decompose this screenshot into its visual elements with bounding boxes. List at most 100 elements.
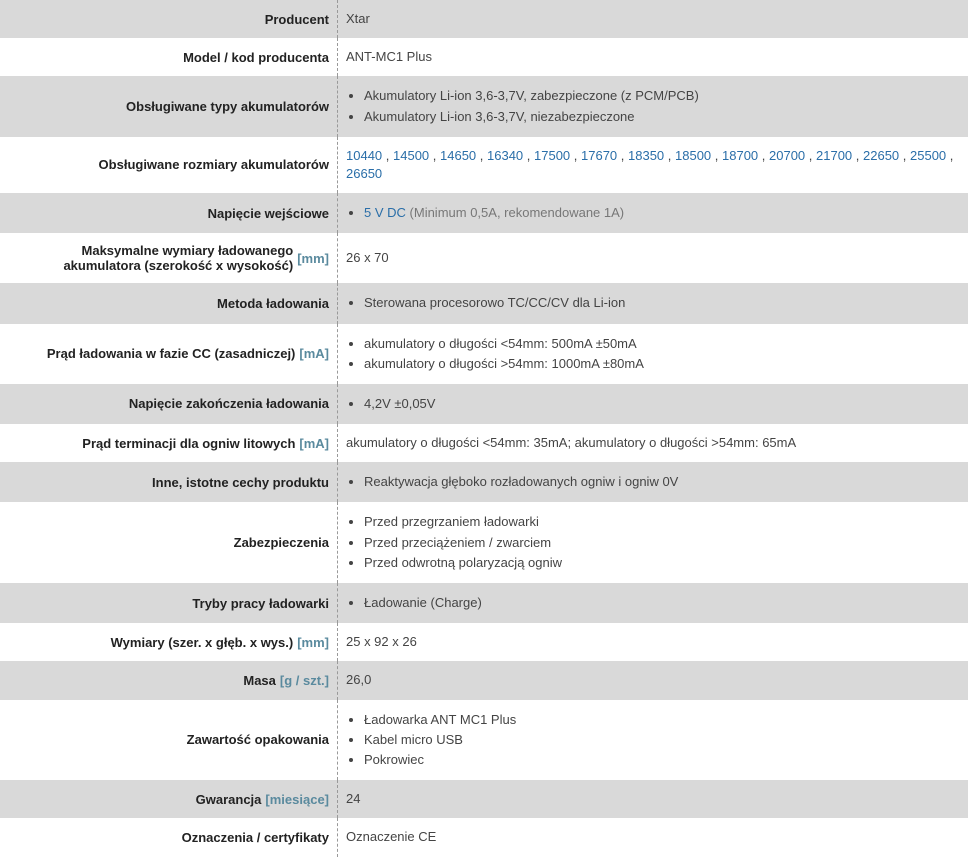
spec-label-unit: [miesiące] — [265, 792, 329, 807]
spec-label: Maksymalne wymiary ładowanego akumulator… — [0, 233, 338, 283]
spec-label-unit: [mA] — [299, 346, 329, 361]
spec-value: akumulatory o długości <54mm: 500mA ±50m… — [338, 324, 968, 384]
spec-row: Maksymalne wymiary ładowanego akumulator… — [0, 233, 968, 283]
spec-value-list-item: akumulatory o długości >54mm: 1000mA ±80… — [364, 354, 644, 374]
spec-row: Metoda ładowania Sterowana procesorowo TC… — [0, 283, 968, 323]
spec-row: Oznaczenia / certyfikatyOznaczenie CE — [0, 818, 968, 856]
spec-row: Obsługiwane rozmiary akumulatorów 10440 ,… — [0, 137, 968, 193]
spec-value-text: akumulatory o długości <54mm: 35mA; akum… — [346, 434, 796, 452]
spec-value-list-item: Akumulatory Li-ion 3,6-3,7V, niezabezpie… — [364, 107, 699, 127]
separator: , — [523, 148, 534, 163]
spec-value-text: 26 x 70 — [346, 249, 389, 267]
spec-label-unit: [mm] — [297, 251, 329, 266]
spec-value-list-item: Przed przegrzaniem ładowarki — [364, 512, 562, 532]
spec-label: Producent — [0, 0, 338, 38]
spec-label-text: Napięcie wejściowe — [208, 206, 329, 221]
spec-value: akumulatory o długości <54mm: 35mA; akum… — [338, 424, 968, 462]
spec-value: 25 x 92 x 26 — [338, 623, 968, 661]
spec-value: Ładowarka ANT MC1 PlusKabel micro USBPok… — [338, 700, 968, 781]
spec-label: Zawartość opakowania — [0, 700, 338, 781]
spec-value: Xtar — [338, 0, 968, 38]
spec-row: Prąd terminacji dla ogniw litowych[mA] ak… — [0, 424, 968, 462]
spec-label-text: Inne, istotne cechy produktu — [152, 475, 329, 490]
battery-size-link[interactable]: 21700 — [816, 148, 852, 163]
separator: , — [617, 148, 628, 163]
spec-label-text: Obsługiwane rozmiary akumulatorów — [99, 157, 329, 172]
spec-value: Sterowana procesorowo TC/CC/CV dla Li-io… — [338, 283, 968, 323]
spec-value-list: Przed przegrzaniem ładowarkiPrzed przeci… — [346, 512, 562, 573]
battery-size-link[interactable]: 25500 — [910, 148, 946, 163]
spec-value-list: Reaktywacja głęboko rozładowanych ogniw … — [346, 472, 678, 492]
spec-row: Masa[g / szt.]26,0 — [0, 661, 968, 699]
spec-table: Producent Xtar Model / kod producentaANT-M… — [0, 0, 968, 857]
spec-label-unit: [mm] — [297, 635, 329, 650]
battery-size-link[interactable]: 16340 — [487, 148, 523, 163]
battery-size-link[interactable]: 18700 — [722, 148, 758, 163]
spec-label: Zabezpieczenia — [0, 502, 338, 583]
spec-value-list-item: Reaktywacja głęboko rozładowanych ogniw … — [364, 472, 678, 492]
battery-size-link[interactable]: 10440 — [346, 148, 382, 163]
spec-value-text: Xtar — [346, 10, 370, 28]
spec-label: Napięcie zakończenia ładowania — [0, 384, 338, 424]
battery-size-link[interactable]: 18350 — [628, 148, 664, 163]
spec-label-text: Gwarancja — [196, 792, 262, 807]
spec-value-list-item: 5 V DC (Minimum 0,5A, rekomendowane 1A) — [364, 203, 624, 223]
spec-value-text: Oznaczenie CE — [346, 828, 436, 846]
spec-label-unit: [g / szt.] — [280, 673, 329, 688]
spec-value-list: Sterowana procesorowo TC/CC/CV dla Li-io… — [346, 293, 625, 313]
voltage-link[interactable]: 5 V DC — [364, 205, 406, 220]
spec-label-text: Zawartość opakowania — [187, 732, 329, 747]
spec-value-list-item: Kabel micro USB — [364, 730, 516, 750]
separator: , — [382, 148, 393, 163]
spec-label: Gwarancja[miesiące] — [0, 780, 338, 818]
spec-value-list-item: Przed odwrotną polaryzacją ogniw — [364, 553, 562, 573]
spec-value-text: 24 — [346, 790, 360, 808]
battery-size-link[interactable]: 18500 — [675, 148, 711, 163]
spec-label: Tryby pracy ładowarki — [0, 583, 338, 623]
spec-row: Prąd ładowania w fazie CC (zasadniczej)[… — [0, 324, 968, 384]
spec-row: Tryby pracy ładowarki Ładowanie (Charge) — [0, 583, 968, 623]
spec-label-text: Obsługiwane typy akumulatorów — [126, 99, 329, 114]
spec-label-text: Metoda ładowania — [217, 296, 329, 311]
spec-label: Wymiary (szer. x głęb. x wys.)[mm] — [0, 623, 338, 661]
spec-label: Prąd ładowania w fazie CC (zasadniczej)[… — [0, 324, 338, 384]
spec-value: 24 — [338, 780, 968, 818]
spec-label: Inne, istotne cechy produktu — [0, 462, 338, 502]
spec-row: Gwarancja[miesiące] 24 — [0, 780, 968, 818]
spec-value-list: Ładowanie (Charge) — [346, 593, 482, 613]
battery-size-link[interactable]: 26650 — [346, 166, 382, 181]
spec-value: Przed przegrzaniem ładowarkiPrzed przeci… — [338, 502, 968, 583]
battery-size-link[interactable]: 14500 — [393, 148, 429, 163]
spec-value: 26,0 — [338, 661, 968, 699]
spec-row: Obsługiwane typy akumulatorów Akumulatory… — [0, 76, 968, 136]
battery-size-link[interactable]: 17670 — [581, 148, 617, 163]
spec-value-list-item: Ładowanie (Charge) — [364, 593, 482, 613]
spec-value-list: Akumulatory Li-ion 3,6-3,7V, zabezpieczo… — [346, 86, 699, 126]
spec-value: 4,2V ±0,05V — [338, 384, 968, 424]
spec-row: Zabezpieczenia Przed przegrzaniem ładowar… — [0, 502, 968, 583]
spec-value: Akumulatory Li-ion 3,6-3,7V, zabezpieczo… — [338, 76, 968, 136]
spec-value-sizes: 10440 , 14500 , 14650 , 16340 , 17500 , … — [346, 147, 960, 183]
spec-label-text: Napięcie zakończenia ładowania — [129, 396, 329, 411]
spec-label-text: Prąd ładowania w fazie CC (zasadniczej) — [47, 346, 296, 361]
battery-size-link[interactable]: 14650 — [440, 148, 476, 163]
spec-value-list: 4,2V ±0,05V — [346, 394, 435, 414]
spec-value-list: Ładowarka ANT MC1 PlusKabel micro USBPok… — [346, 710, 516, 771]
spec-label-text: Tryby pracy ładowarki — [192, 596, 329, 611]
spec-value-list-item: 4,2V ±0,05V — [364, 394, 435, 414]
spec-value: 26 x 70 — [338, 233, 968, 283]
battery-size-link[interactable]: 17500 — [534, 148, 570, 163]
battery-size-link[interactable]: 20700 — [769, 148, 805, 163]
separator: , — [758, 148, 769, 163]
separator: , — [711, 148, 722, 163]
spec-value: Ładowanie (Charge) — [338, 583, 968, 623]
battery-size-link[interactable]: 22650 — [863, 148, 899, 163]
spec-label-text: Producent — [265, 12, 329, 27]
spec-value-text: 25 x 92 x 26 — [346, 633, 417, 651]
spec-label: Napięcie wejściowe — [0, 193, 338, 233]
spec-label-text: Zabezpieczenia — [234, 535, 329, 550]
spec-label: Prąd terminacji dla ogniw litowych[mA] — [0, 424, 338, 462]
spec-row: Napięcie zakończenia ładowania 4,2V ±0,05… — [0, 384, 968, 424]
separator: , — [946, 148, 953, 163]
spec-row: Model / kod producentaANT-MC1 Plus — [0, 38, 968, 76]
